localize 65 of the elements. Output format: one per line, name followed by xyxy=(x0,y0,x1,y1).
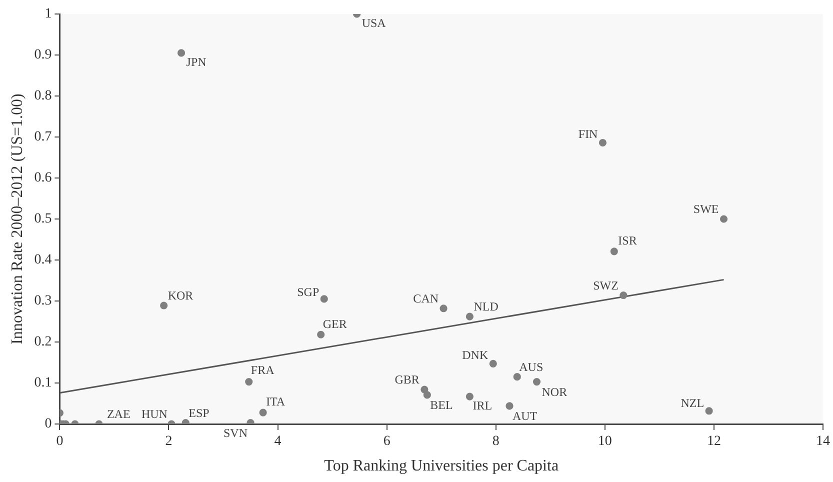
x-tick-label: 14 xyxy=(816,434,830,450)
annotation: SGP xyxy=(297,285,320,300)
annotation: ZAE xyxy=(106,407,130,422)
point xyxy=(160,302,168,310)
y-tick-label: 0.6 xyxy=(34,170,52,186)
annotation: FIN xyxy=(578,126,598,141)
annotation: ITA xyxy=(266,394,286,409)
x-tick-label: 8 xyxy=(492,434,500,450)
point xyxy=(177,49,186,57)
point xyxy=(320,295,328,303)
annotation: AUT xyxy=(512,409,538,424)
y-tick-label: 0.7 xyxy=(34,130,52,145)
point xyxy=(610,248,618,256)
point xyxy=(440,304,448,312)
x-tick-label: 10 xyxy=(598,434,612,450)
point xyxy=(317,330,325,338)
annotation: ISR xyxy=(618,234,637,248)
point xyxy=(423,391,431,399)
point xyxy=(705,407,713,415)
annotation: BEL xyxy=(430,398,453,412)
annotation: SVN xyxy=(224,426,248,440)
x-axis-title: Top Ranking Universities per Capita xyxy=(324,458,559,475)
annotation: GBR xyxy=(394,372,420,387)
annotation: GER xyxy=(322,316,347,331)
point xyxy=(598,138,607,147)
y-tick-label: 0.5 xyxy=(34,212,52,227)
y-tick-label: 0.9 xyxy=(34,48,52,63)
x-tick-label: 6 xyxy=(383,434,390,450)
annotation: JPN xyxy=(186,55,207,70)
annotation: DNK xyxy=(462,348,488,362)
annotation: FRA xyxy=(250,362,275,377)
annotation: SWZ xyxy=(593,278,618,292)
point xyxy=(259,408,267,416)
annotation: AUS xyxy=(519,360,544,374)
y-tick-label: 0.4 xyxy=(34,252,52,268)
annotation: CAN xyxy=(413,292,439,306)
point xyxy=(506,402,514,410)
y-tick-label: 0.3 xyxy=(34,294,52,309)
annotation: USA xyxy=(362,16,386,30)
point xyxy=(245,378,253,386)
x-tick-label: 2 xyxy=(165,434,172,450)
annotation: NLD xyxy=(474,300,499,314)
y-tick-label: 0 xyxy=(44,416,52,432)
annotation: KOR xyxy=(168,288,194,303)
y-axis-title: Innovation Rate 2000–2012 (US=1.00) xyxy=(8,94,26,344)
point xyxy=(489,360,497,368)
annotation: SWE xyxy=(693,202,719,216)
y-tick-label: 0.1 xyxy=(34,376,52,391)
annotation: NZL xyxy=(680,396,704,410)
y-tick-label: 1 xyxy=(44,6,52,22)
y-tick-label: 0.8 xyxy=(34,88,52,104)
x-tick-label: 12 xyxy=(706,434,721,450)
point xyxy=(466,392,474,400)
point xyxy=(532,378,541,386)
y-tick-label: 0.2 xyxy=(34,334,52,350)
annotation: HUN xyxy=(141,407,168,422)
point xyxy=(466,312,474,320)
annotation: NOR xyxy=(542,384,568,399)
annotation: IRL xyxy=(472,398,492,413)
annotation: ESP xyxy=(188,406,210,420)
point xyxy=(513,373,521,381)
point xyxy=(720,215,728,223)
x-tick-label: 0 xyxy=(56,434,64,450)
x-tick-label: 4 xyxy=(274,434,282,450)
point xyxy=(620,291,628,300)
